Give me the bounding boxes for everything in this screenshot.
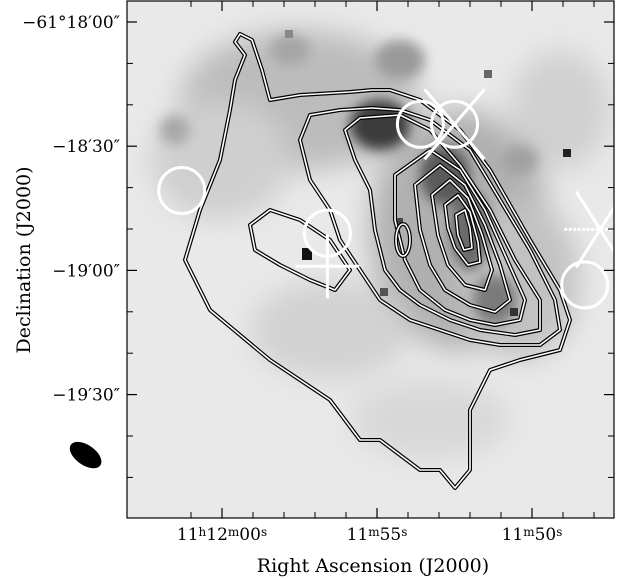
x-axis: 11h12m00s 11m55s 11m50s bbox=[177, 1, 595, 545]
source-markers bbox=[157, 88, 632, 310]
y-tick-label: −61°18′00″ bbox=[22, 13, 120, 33]
plot-frame bbox=[126, 0, 615, 519]
marker-circle bbox=[395, 99, 445, 149]
contour-level-1 bbox=[183, 32, 572, 490]
marker-circle bbox=[430, 99, 479, 149]
contour-level-2 bbox=[298, 106, 562, 347]
contour-level-8 bbox=[454, 208, 474, 252]
y-axis: −61°18′00″ −18′30″ −19′00″ −19′30″ bbox=[22, 13, 614, 478]
contour-level-7 bbox=[443, 193, 482, 267]
marker-x-b bbox=[423, 88, 486, 161]
y-axis-title: Declination (J2000) bbox=[13, 166, 35, 353]
x-tick-label: 11m55s bbox=[347, 525, 408, 545]
marker-circle bbox=[157, 165, 207, 215]
x-tick-label: 11h12m00s bbox=[177, 525, 267, 545]
beam-ellipse bbox=[69, 441, 102, 469]
contour-small-island bbox=[394, 222, 412, 258]
contour-level-3 bbox=[343, 113, 542, 337]
x-tick-label: 11m50s bbox=[502, 525, 563, 545]
marker-asterisk-b bbox=[574, 190, 626, 269]
contour-level-4 bbox=[393, 148, 527, 327]
x-axis-title: Right Ascension (J2000) bbox=[257, 555, 489, 577]
grayscale-image bbox=[127, 1, 614, 518]
contour-left-blob bbox=[248, 208, 352, 292]
contour-level-6 bbox=[430, 178, 494, 292]
contour-level-5 bbox=[413, 163, 512, 314]
y-tick-label: −19′00″ bbox=[52, 261, 120, 281]
y-tick-label: −19′30″ bbox=[52, 386, 120, 406]
y-tick-label: −18′30″ bbox=[52, 137, 120, 157]
marker-circle bbox=[560, 260, 610, 310]
contour-lines bbox=[183, 32, 572, 490]
